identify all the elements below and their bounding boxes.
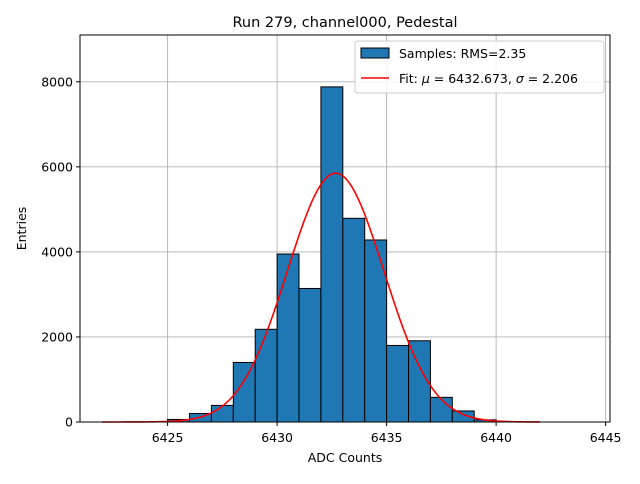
x-tick-label: 6445: [590, 430, 622, 445]
x-tick-label: 6425: [152, 430, 184, 445]
histogram-bar: [429, 396, 453, 423]
legend-box: [354, 40, 605, 94]
histogram-bar: [254, 328, 278, 423]
histogram-bar: [298, 287, 322, 423]
bars-layer: [167, 86, 497, 423]
histogram-bar: [342, 217, 366, 423]
fit-layer: [101, 172, 540, 423]
y-tick-label: 2000: [41, 329, 73, 344]
legend-sigma-value: = 2.206: [524, 71, 578, 86]
legend-mu-value: = 6432.673,: [430, 71, 516, 86]
y-tick-label: 4000: [41, 244, 73, 259]
histogram-bar: [210, 404, 234, 423]
gaussian-fit-curve: [101, 172, 540, 423]
x-tick-label: 6435: [371, 430, 403, 445]
x-tick-label: 6440: [480, 430, 512, 445]
legend-fit-prefix: Fit:: [399, 71, 422, 86]
legend-mu-symbol: μ: [421, 71, 430, 86]
y-tick-label: 8000: [41, 74, 73, 89]
histogram-bar: [386, 344, 410, 423]
histogram-bar: [320, 86, 344, 423]
ticks-layer: 6425 6430 6435 6440 6445 0 2000 4000 6000 8000: [41, 74, 621, 445]
x-axis-label: ADC Counts: [308, 450, 383, 465]
legend-bar-swatch: [360, 47, 390, 59]
y-tick-label: 6000: [41, 159, 73, 174]
x-tick-label: 6430: [261, 430, 293, 445]
y-axis-label: Entries: [14, 207, 29, 251]
chart-title: Run 279, channel000, Pedestal: [232, 15, 457, 31]
y-tick-label: 0: [65, 415, 73, 430]
legend-samples-label: Samples: RMS=2.35: [399, 46, 526, 61]
legend-sigma-symbol: σ: [516, 71, 525, 86]
histogram-bar: [276, 253, 300, 423]
plot-frame: [79, 34, 611, 423]
legend-fit-label: Fit: μ = 6432.673, σ = 2.206: [399, 71, 578, 86]
legend: Samples: RMS=2.35 Fit: μ = 6432.673, σ =…: [354, 40, 605, 94]
